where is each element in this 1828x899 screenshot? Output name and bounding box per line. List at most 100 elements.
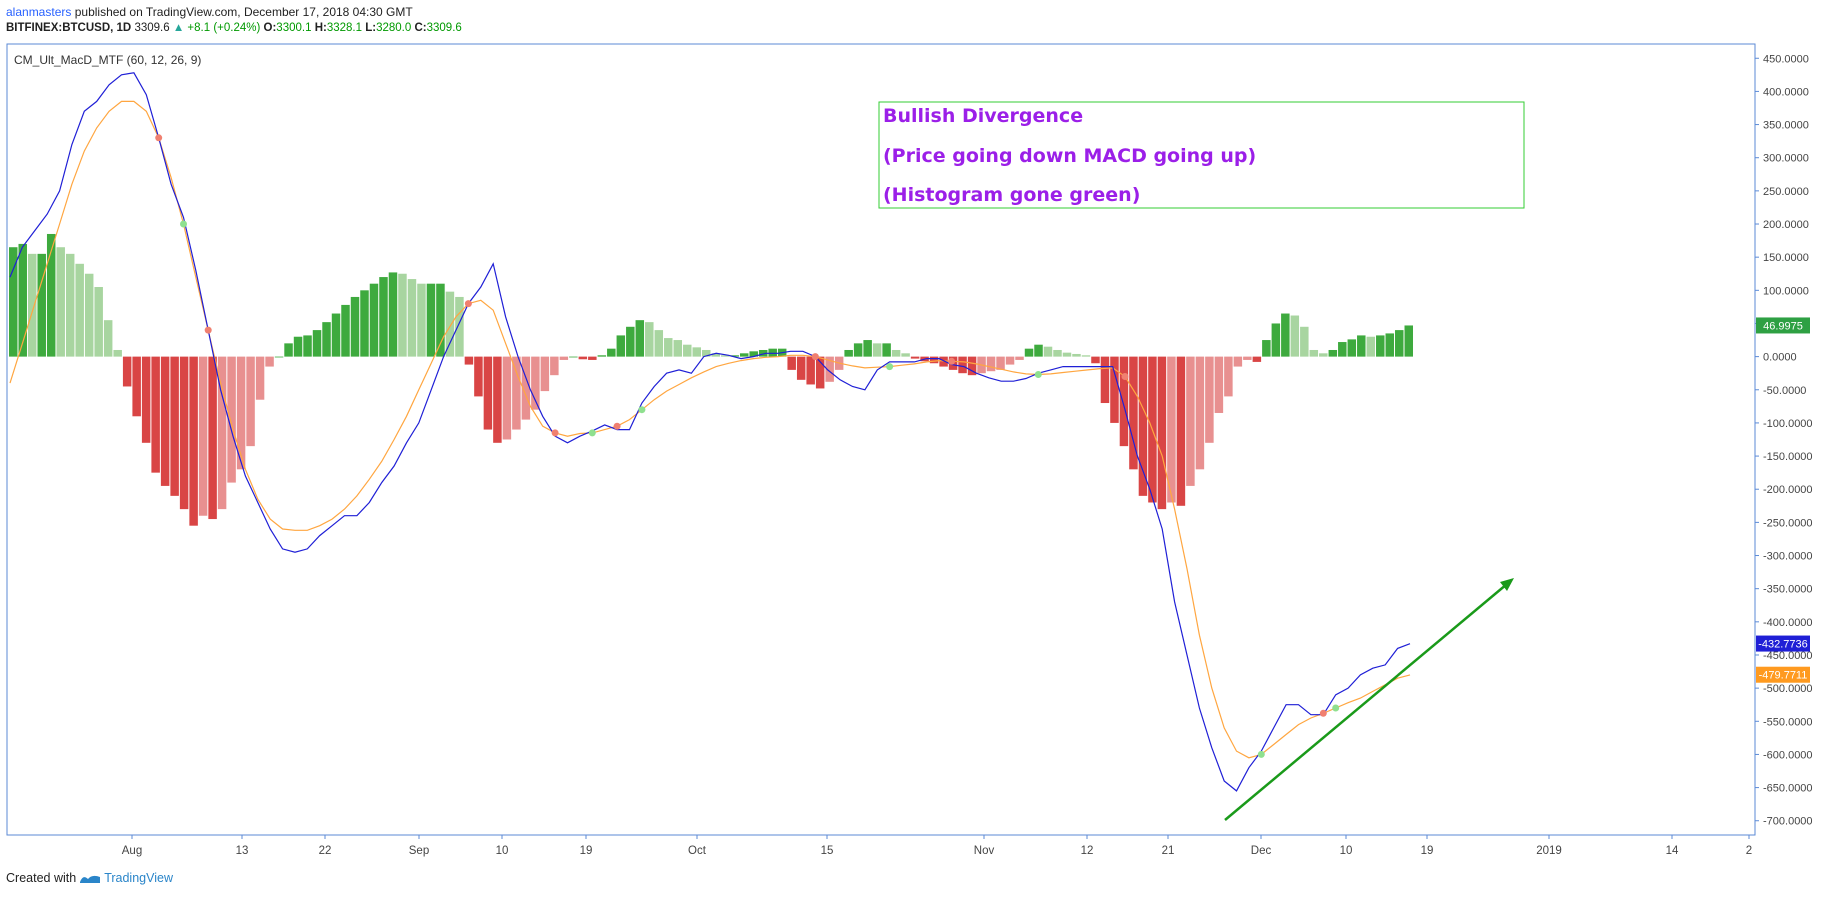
publish-line: alanmasters published on TradingView.com… — [6, 5, 462, 19]
footer: Created with TradingView — [6, 871, 173, 885]
chart-border — [6, 43, 1756, 836]
cross-marker — [886, 363, 894, 371]
histogram-bar — [1357, 335, 1366, 357]
x-tick-label: 13 — [236, 845, 249, 857]
histogram-bar — [692, 347, 701, 357]
histogram-bar — [597, 355, 607, 357]
cross-marker — [204, 326, 212, 334]
close-value: 3309.6 — [426, 22, 462, 34]
y-tick-label: -600.0000 — [1763, 749, 1813, 761]
annotation-line-1: Bullish Divergence — [883, 105, 1083, 127]
price-axis: 450.0000 400.0000 350.0000 300.0000 250.0000… — [1755, 53, 1813, 828]
histogram-bar — [369, 283, 379, 357]
cross-marker — [1319, 709, 1327, 717]
y-tick-label: -450.0000 — [1763, 650, 1813, 662]
histogram-bar — [531, 356, 540, 410]
histogram-bar — [844, 349, 853, 357]
histogram-bar — [18, 243, 27, 357]
histogram-bar — [958, 356, 967, 374]
y-tick-label: -500.0000 — [1763, 683, 1813, 695]
histogram-bar — [882, 343, 891, 357]
histogram-bar — [84, 273, 94, 357]
histogram-bar — [853, 343, 863, 357]
histogram-bar — [996, 356, 1005, 370]
y-tick-label: -250.0000 — [1763, 517, 1813, 529]
cross-marker — [1034, 371, 1042, 378]
histogram-bar — [1395, 330, 1404, 357]
histogram-bar — [1309, 349, 1319, 357]
histogram-bar — [569, 356, 578, 358]
histogram-bar — [1281, 313, 1290, 357]
histogram-bar — [758, 349, 768, 357]
histogram-bar — [1233, 356, 1243, 367]
x-tick-label: 19 — [580, 845, 593, 857]
histogram-bar — [550, 356, 559, 376]
histogram-bar — [1252, 356, 1262, 362]
cross-marker — [180, 220, 187, 228]
histogram-bar — [246, 356, 255, 447]
histogram-bar — [1119, 356, 1129, 447]
histogram-bar — [683, 344, 692, 357]
y-tick-label: -200.0000 — [1763, 484, 1813, 496]
histogram-bar — [910, 356, 920, 359]
y-tick-label: -150.0000 — [1763, 451, 1813, 463]
histogram-bar — [464, 356, 474, 365]
histogram-bar — [626, 326, 635, 357]
last-price: 3309.6 — [134, 22, 170, 34]
histogram-bar — [1376, 335, 1385, 357]
histogram-bar — [9, 247, 18, 357]
histogram-bar — [863, 340, 872, 357]
histogram-bar — [730, 355, 739, 357]
histogram-bar — [1167, 356, 1176, 503]
histogram-bar — [198, 356, 208, 516]
x-tick-label: 10 — [1340, 845, 1353, 857]
histogram-bar — [1091, 356, 1100, 364]
open-value: 3300.1 — [276, 22, 312, 34]
histogram-bar — [1262, 340, 1271, 357]
histogram-bar — [426, 283, 436, 357]
cross-marker — [1257, 750, 1265, 758]
high-label: H: — [314, 22, 327, 34]
cross-marker — [464, 300, 472, 308]
histogram-bar — [1347, 339, 1357, 357]
x-tick-label: 15 — [821, 845, 834, 857]
y-tick-label: -550.0000 — [1763, 716, 1813, 728]
x-tick-label: Sep — [409, 845, 429, 857]
y-tick-label: 450.0000 — [1763, 53, 1809, 65]
histogram-bar — [303, 335, 312, 357]
publish-info: published on TradingView.com, December 1… — [74, 5, 413, 19]
x-tick-label: 12 — [1081, 845, 1094, 857]
author-link[interactable]: alanmasters — [6, 5, 72, 19]
histogram-bar — [189, 356, 198, 526]
histogram-bar — [749, 351, 758, 357]
histogram-bar — [607, 348, 616, 357]
histogram-bar — [322, 322, 331, 357]
histogram-bar — [1366, 336, 1376, 357]
histogram-bar — [179, 356, 189, 510]
up-triangle-icon: ▲ — [172, 22, 185, 34]
histogram-bar — [1015, 356, 1024, 360]
y-tick-label: 0.0000 — [1763, 352, 1797, 364]
price-change: +8.1 (+0.24%) — [187, 22, 261, 34]
histogram-bar — [1129, 356, 1138, 470]
symbol-label: BITFINEX:BTCUSD, 1D — [6, 22, 132, 34]
histogram-bar — [37, 253, 46, 357]
histogram-bar — [265, 356, 274, 367]
tradingview-link[interactable]: TradingView — [79, 871, 173, 885]
histogram-bar — [1186, 356, 1195, 486]
histogram-bar — [768, 348, 777, 357]
x-tick-label: 2 — [1746, 845, 1752, 857]
histogram-bar — [588, 356, 597, 360]
cross-marker — [948, 357, 956, 365]
histogram-bar — [1005, 356, 1015, 365]
high-value: 3328.1 — [326, 22, 363, 34]
low-label: L: — [365, 22, 377, 34]
histogram-bar — [56, 247, 65, 357]
histogram-bar — [141, 356, 151, 443]
low-value: 3280.0 — [376, 22, 412, 34]
annotation-line-2: (Price going down MACD going up) — [883, 145, 1256, 167]
histogram-bar — [1043, 346, 1053, 357]
histogram-bar — [815, 356, 825, 389]
histogram-bar — [160, 356, 170, 486]
